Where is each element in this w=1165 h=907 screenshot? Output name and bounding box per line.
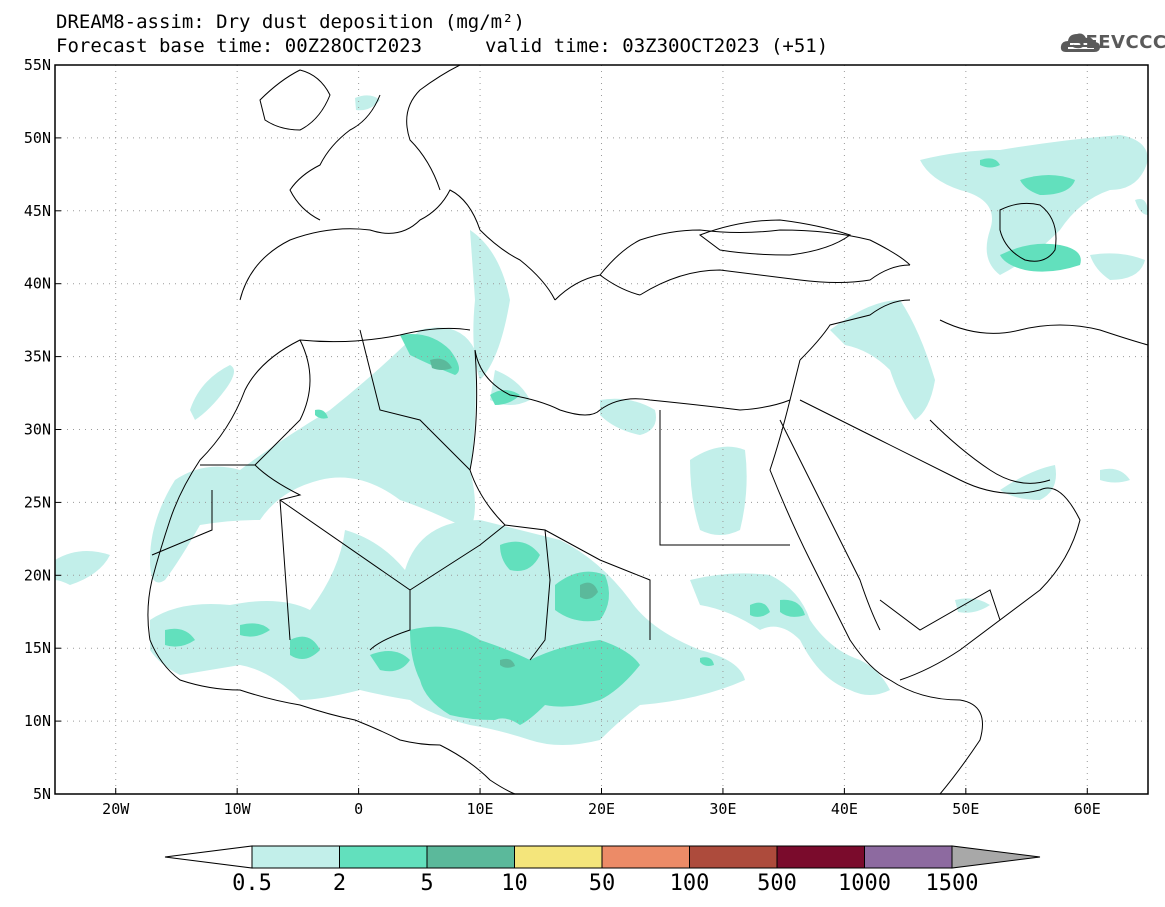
lon-label: 40E [831,800,858,818]
map-gridlines [55,65,1148,794]
forecast-base-time: Forecast base time: 00Z28OCT2023 [56,35,423,57]
colorbar-label: 0.5 [232,871,272,896]
colorbar-swatch [689,845,778,869]
lat-label: 15N [24,639,51,657]
colorbar-label: 50 [589,871,616,896]
colorbar: 0.5 2 5 10 50 100 500 1000 1500 [164,845,1041,896]
lat-label: 10N [24,712,51,730]
colorbar-swatch [864,845,953,869]
colorbar-swatch [776,845,865,869]
colorbar-swatch [601,845,690,869]
lat-label: 50N [24,129,51,147]
lon-label: 0 [354,800,363,818]
lon-label: 20E [588,800,615,818]
colorbar-label: 1000 [838,871,891,896]
cloud-logo-icon [1060,33,1100,52]
lon-label: 50E [952,800,979,818]
colorbar-swatch [339,845,428,869]
lat-label: 5N [33,785,51,803]
lon-label: 10E [467,800,494,818]
lat-label: 40N [24,275,51,293]
shading-medium [165,158,1081,725]
valid-time: valid time: 03Z30OCT2023 (+51) [485,35,829,57]
axis-ticks: 20W 10W 0 10E 20E 30E 40E 50E 60E 55N 50N 45N 40N 35N… [24,56,1101,818]
colorbar-swatch [514,845,603,869]
colorbar-swatch [251,845,340,869]
lon-label: 20W [102,800,130,818]
lat-label: 45N [24,202,51,220]
colorbar-label: 10 [501,871,528,896]
lat-label: 35N [24,348,51,366]
shading-dark [430,358,598,668]
colorbar-swatch [426,845,515,869]
lat-label: 30N [24,421,51,439]
lat-label: 55N [24,56,51,74]
lat-label: 20N [24,566,51,584]
lon-label: 10W [224,800,252,818]
lon-label: 30E [709,800,736,818]
colorbar-label: 2 [333,871,346,896]
colorbar-label: 5 [420,871,433,896]
dust-shading [55,95,1148,745]
lon-label: 60E [1074,800,1101,818]
colorbar-under-triangle [164,845,253,869]
colorbar-label: 500 [757,871,797,896]
colorbar-over-triangle [951,845,1041,869]
logo-text: SEEVCCC [1072,32,1165,53]
map-title: DREAM8-assim: Dry dust deposition (mg/m²… [56,11,525,33]
lat-label: 25N [24,493,51,511]
colorbar-label: 1500 [926,871,979,896]
coastlines-and-borders [147,65,1148,794]
colorbar-label: 100 [670,871,710,896]
